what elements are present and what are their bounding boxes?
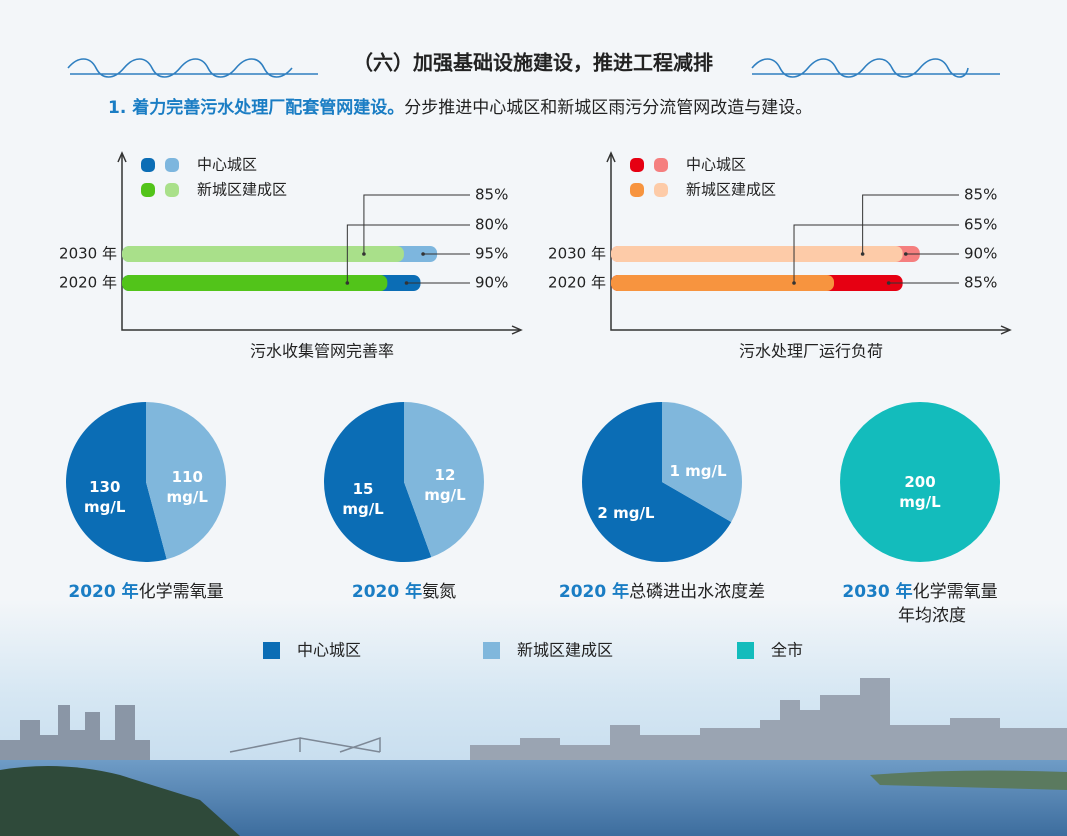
leader-line — [363, 194, 470, 254]
legend-swatch — [630, 158, 644, 172]
leader-line — [346, 224, 470, 283]
leader-dot — [421, 252, 425, 256]
value-label: 80% — [475, 216, 508, 234]
axis-arrow — [606, 151, 1012, 335]
pie-title-text: 化学需氧量 — [913, 582, 998, 602]
pie-slice — [404, 402, 484, 558]
pie-title: 2030 年化学需氧量 — [842, 581, 997, 602]
leader-dot — [860, 252, 865, 256]
leader-dot — [886, 281, 891, 285]
slice-label: 200 mg/L — [899, 473, 941, 511]
category-label: 2020 年 — [548, 274, 606, 292]
pie-title: 2020 年总磷进出水浓度差 — [559, 581, 765, 602]
category-label: 2030 年 — [59, 245, 117, 263]
pie-slice — [582, 402, 732, 562]
value-label: 90% — [475, 274, 508, 292]
legend-swatch — [654, 158, 668, 172]
legend-swatch — [141, 183, 155, 197]
pie-slice — [65, 402, 167, 562]
value-label: 85% — [475, 186, 508, 204]
legend-label: 中心城区 — [197, 156, 257, 174]
leader-line — [862, 194, 959, 254]
legend-swatch — [737, 642, 754, 659]
slice-label: 130 mg/L — [84, 478, 126, 517]
value-label: 95% — [475, 245, 508, 263]
pie-slice — [323, 402, 432, 562]
slice-label: 15 mg/L — [342, 480, 384, 519]
lead: 1. 着力完善污水处理厂配套管网建设。分步推进中心城区和新城区雨污分流管网改造与… — [108, 97, 812, 118]
slice-label: 2 mg/L — [597, 503, 655, 522]
bar — [611, 275, 835, 291]
value-label: 90% — [964, 245, 997, 263]
category-label: 2020 年 — [59, 274, 117, 292]
legend-label: 新城区建成区 — [686, 181, 776, 199]
slice-label: 1 mg/L — [669, 462, 727, 481]
legend-swatch — [630, 183, 644, 197]
legend-label: 新城区建成区 — [197, 181, 287, 199]
pie-title-year: 2020 年 — [68, 581, 138, 602]
bar — [122, 275, 388, 291]
pie-slice — [840, 402, 1000, 562]
leader-dot — [362, 252, 366, 256]
legend-label: 新城区建成区 — [517, 641, 613, 660]
axes — [121, 155, 520, 331]
leader-dot — [345, 281, 350, 285]
legend-swatch — [141, 158, 155, 172]
value-label: 65% — [964, 216, 997, 234]
legend-swatch — [483, 642, 500, 659]
lead-text: 分步推进中心城区和新城区雨污分流管网改造与建设。 — [404, 98, 812, 118]
legend-swatch — [165, 183, 179, 197]
legend-label: 全市 — [771, 641, 803, 660]
x-axis-label: 污水处理厂运行负荷 — [739, 342, 883, 361]
skyline — [0, 600, 1067, 836]
slice-label: 110 mg/L — [166, 467, 208, 506]
value-label: 85% — [964, 186, 997, 204]
axis-arrow — [117, 151, 523, 335]
pie-title: 2020 年氨氮 — [352, 581, 456, 602]
pie-slice — [662, 402, 742, 522]
pie-title-text: 氨氮 — [422, 582, 456, 602]
pie-title-year: 2030 年 — [842, 581, 912, 602]
pie-title-text: 总磷进出水浓度差 — [629, 582, 765, 602]
x-axis-label: 污水收集管网完善率 — [250, 342, 394, 361]
bar — [611, 246, 903, 262]
leader-dot — [404, 281, 409, 285]
pie-title-year: 2020 年 — [559, 581, 629, 602]
lead-highlight: 1. 着力完善污水处理厂配套管网建设。 — [108, 97, 404, 118]
leader-line — [793, 224, 959, 283]
category-label: 2030 年 — [548, 245, 606, 263]
pie-title: 2020 年化学需氧量 — [68, 581, 223, 602]
page-title: （六）加强基础设施建设，推进工程减排 — [353, 51, 713, 75]
pie-title-year: 2020 年 — [352, 581, 422, 602]
legend-label: 中心城区 — [297, 641, 361, 660]
header-ornament — [67, 58, 1000, 78]
leader-dot — [903, 252, 908, 256]
axes — [610, 155, 1009, 331]
pie-title-line: 年均浓度 — [898, 606, 966, 626]
pie-slice — [146, 402, 226, 560]
pie-title-text: 化学需氧量 — [139, 582, 224, 602]
bar — [122, 246, 404, 262]
slice-label: 12 mg/L — [424, 465, 466, 504]
legend-label: 中心城区 — [686, 156, 746, 174]
value-label: 85% — [964, 274, 997, 292]
legend-swatch — [654, 183, 668, 197]
leader-dot — [792, 281, 796, 285]
legend-swatch — [263, 642, 280, 659]
legend-swatch — [165, 158, 179, 172]
